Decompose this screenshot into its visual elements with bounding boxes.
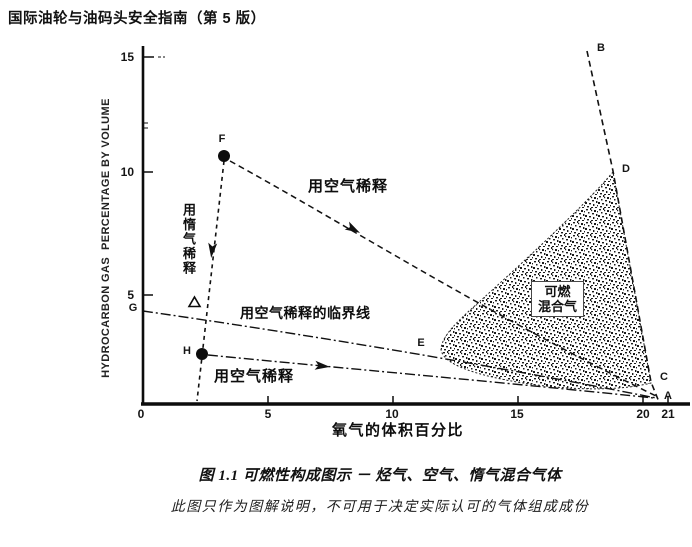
air-dilution-from-h-arrow	[314, 360, 330, 370]
point-label-e: E	[417, 337, 425, 349]
y-axis-ticks	[143, 56, 165, 296]
x-tick-label-21: 21	[661, 407, 675, 421]
x-tick-label-20: 20	[636, 407, 650, 421]
annotation-air-dilution-upper: 用空气稀释	[308, 178, 389, 195]
flammable-zone	[440, 170, 652, 390]
point-label-c: C	[660, 371, 668, 383]
hydrocarbon-air-line	[586, 50, 660, 403]
point-label-a: A	[664, 390, 672, 402]
document-header: 国际油轮与油码头安全指南（第 5 版）	[8, 11, 266, 27]
point-label-h: H	[183, 345, 191, 357]
figure-caption: 图 1.1 可燃性构成图示 － 烃气、空气、惰气混合气体	[198, 468, 562, 484]
annotation-inert-gas-dilution: 用惰气稀释	[181, 203, 196, 276]
y-tick-label-5: 5	[127, 288, 134, 302]
annotation-critical-dilution-line: 用空气稀释的临界线	[240, 305, 371, 321]
delta-marker	[187, 295, 202, 308]
inert-dilution-line	[196, 160, 225, 402]
critical-dilution-line	[142, 310, 657, 399]
point-label-b: B	[597, 42, 605, 54]
point-label-d: D	[622, 163, 630, 175]
x-tick-label-0: 0	[137, 407, 145, 421]
y-tick-label-10: 10	[120, 165, 134, 179]
air-dilution-from-f-arrow	[344, 221, 360, 233]
air-dilution-from-h-line	[207, 354, 655, 399]
flammable-zone-label-line1: 可燃	[544, 284, 571, 299]
point-label-f: F	[218, 133, 226, 145]
y-tick-label-15: 15	[120, 50, 134, 64]
point-f-dot	[218, 150, 230, 162]
point-label-g: G	[128, 302, 138, 314]
figure-note: 此图只作为图解说明，不可用于决定实际认可的气体组成成份	[170, 500, 590, 515]
point-h-dot	[196, 348, 208, 360]
x-tick-label-10: 10	[385, 407, 399, 421]
x-tick-label-15: 15	[510, 407, 524, 421]
x-axis-ticks	[267, 396, 669, 404]
y-axis-title: HYDROCARBON GAS PERCENTAGE BY VOLUME	[100, 98, 112, 378]
x-axis-title: 氧气的体积百分比	[332, 422, 465, 439]
x-tick-label-5: 5	[264, 407, 272, 421]
flammable-zone-label-line2: 混合气	[538, 299, 578, 314]
flammable-zone-label: 可燃 混合气	[531, 281, 585, 317]
inert-dilution-arrow	[208, 242, 218, 258]
air-dilution-from-f-line	[229, 160, 657, 397]
annotation-air-dilution-lower: 用空气稀释	[214, 368, 295, 385]
